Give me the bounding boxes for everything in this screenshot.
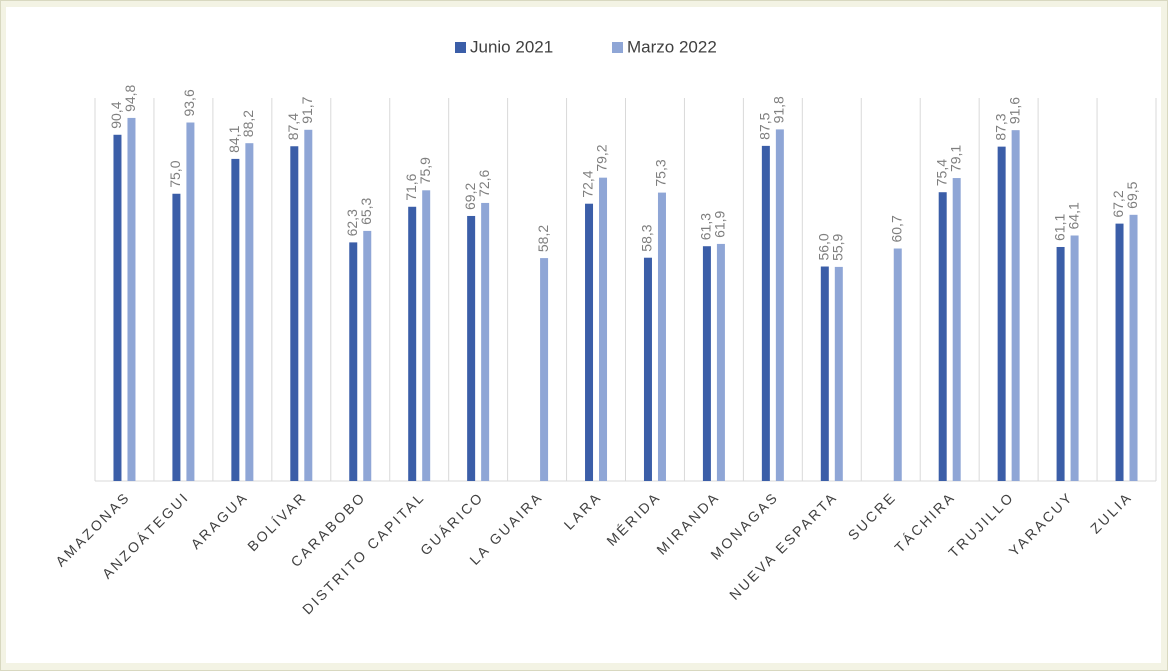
bar xyxy=(938,192,947,481)
bar xyxy=(172,193,181,481)
bar xyxy=(186,122,195,482)
legend-label: Junio 2021 xyxy=(470,37,553,56)
data-label: 69,5 xyxy=(1124,181,1140,208)
bar xyxy=(716,243,725,481)
bar xyxy=(231,158,240,481)
data-label: 75,0 xyxy=(167,160,183,187)
bar xyxy=(1129,214,1138,481)
data-label: 62,3 xyxy=(344,209,360,236)
bar xyxy=(1056,246,1065,481)
bar xyxy=(834,266,843,481)
data-label: 58,3 xyxy=(639,224,655,251)
data-label: 91,8 xyxy=(771,96,787,123)
data-label: 58,2 xyxy=(535,225,551,252)
data-label: 84,1 xyxy=(226,125,242,152)
bar xyxy=(349,242,358,481)
data-label: 61,9 xyxy=(712,210,728,237)
bar xyxy=(599,177,608,481)
bar xyxy=(761,145,770,481)
bar xyxy=(127,117,136,481)
bar xyxy=(952,178,961,481)
data-label: 61,3 xyxy=(698,213,714,240)
data-label: 94,8 xyxy=(122,84,138,111)
data-label: 75,3 xyxy=(653,159,669,186)
bar xyxy=(775,129,784,481)
bar xyxy=(408,206,417,481)
data-label: 75,4 xyxy=(933,159,949,186)
bar xyxy=(467,215,476,482)
bar xyxy=(893,248,902,481)
data-label: 90,4 xyxy=(108,101,124,128)
data-label: 87,4 xyxy=(285,113,301,140)
bar xyxy=(245,143,254,481)
data-label: 56,0 xyxy=(816,233,832,260)
data-label: 75,9 xyxy=(417,157,433,184)
bar xyxy=(1115,223,1124,481)
bar xyxy=(643,257,652,481)
data-label: 71,6 xyxy=(403,173,419,200)
data-label: 93,6 xyxy=(181,89,197,116)
legend-swatch xyxy=(455,42,466,53)
bar xyxy=(540,258,549,481)
bar xyxy=(1070,235,1079,481)
data-label: 61,1 xyxy=(1051,214,1067,241)
bar xyxy=(702,246,711,481)
bar xyxy=(422,190,431,482)
data-label: 67,2 xyxy=(1110,190,1126,217)
data-label: 79,1 xyxy=(947,145,963,172)
data-label: 79,2 xyxy=(594,144,610,171)
data-label: 91,6 xyxy=(1006,97,1022,124)
data-label: 72,4 xyxy=(580,170,596,197)
data-label: 65,3 xyxy=(358,197,374,224)
data-label: 87,5 xyxy=(757,112,773,139)
legend-label: Marzo 2022 xyxy=(627,37,717,56)
chart-panel xyxy=(6,7,1161,663)
bar xyxy=(997,146,1006,482)
bar xyxy=(657,192,666,481)
data-label: 88,2 xyxy=(240,110,256,137)
bar xyxy=(363,230,372,481)
bar xyxy=(820,266,829,481)
data-label: 87,3 xyxy=(992,113,1008,140)
data-label: 69,2 xyxy=(462,183,478,210)
bar xyxy=(113,134,122,481)
bar xyxy=(304,129,313,481)
bar xyxy=(585,203,594,481)
data-label: 72,6 xyxy=(476,169,492,196)
bar xyxy=(1011,130,1020,481)
data-label: 60,7 xyxy=(888,215,904,242)
legend-swatch xyxy=(612,42,623,53)
data-label: 64,1 xyxy=(1065,202,1081,229)
bar xyxy=(290,146,299,481)
data-label: 55,9 xyxy=(830,233,846,260)
bar xyxy=(481,202,490,481)
data-label: 91,7 xyxy=(299,96,315,123)
